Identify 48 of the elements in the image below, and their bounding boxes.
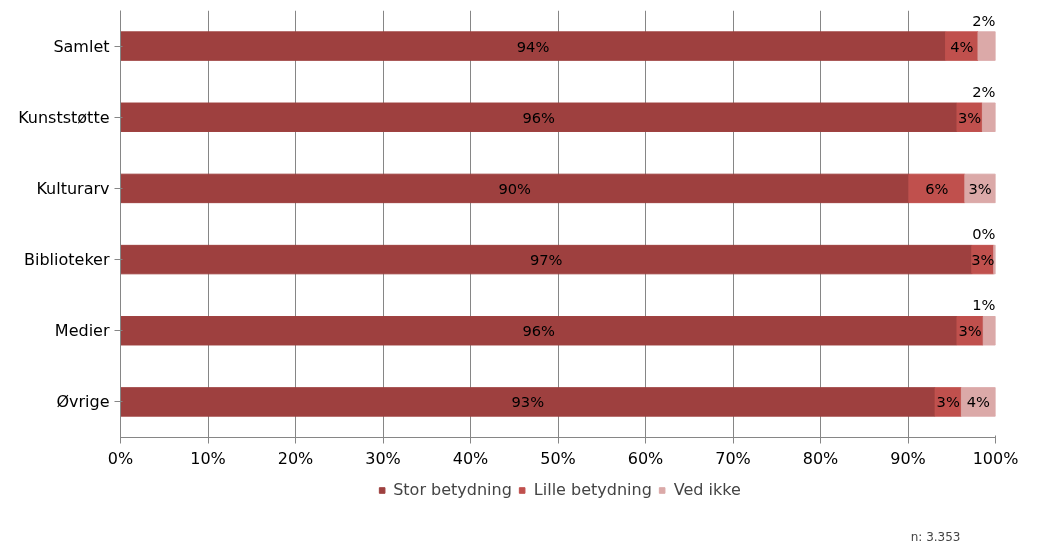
- x-tick-label: 100%: [972, 448, 1019, 468]
- data-label: 3%: [936, 393, 960, 411]
- y-tick-label: Biblioteker: [24, 250, 110, 270]
- x-tick-label: 20%: [277, 448, 314, 468]
- data-label: 97%: [529, 251, 563, 269]
- y-tick-label: Medier: [54, 321, 110, 341]
- data-label: 96%: [522, 108, 556, 126]
- legend-label: Lille betydning: [533, 480, 652, 499]
- text: n: 3.353: [910, 530, 961, 544]
- data-label: 2%: [972, 82, 996, 100]
- bar: [982, 316, 996, 346]
- x-tick-label: 30%: [365, 448, 401, 468]
- legend-label: Stor betydning: [393, 480, 512, 499]
- data-label: 3%: [958, 322, 982, 340]
- y-tick-label: Samlet: [53, 36, 110, 56]
- y-tick-label: Kulturarv: [36, 178, 110, 198]
- bar: [120, 244, 973, 275]
- data-label: 93%: [511, 393, 545, 411]
- bar: [120, 316, 958, 346]
- data-label: 6%: [925, 179, 949, 197]
- data-label: 3%: [971, 251, 995, 269]
- data-label: 4%: [966, 393, 991, 411]
- bar: [120, 387, 936, 417]
- data-label: 94%: [516, 37, 550, 55]
- x-tick-label: 80%: [802, 448, 839, 468]
- bar: [120, 102, 958, 132]
- legend-label: Ved ikke: [673, 480, 741, 499]
- y-tick-label: Øvrige: [56, 392, 110, 412]
- bar: [120, 173, 910, 204]
- data-label: 3%: [968, 179, 992, 197]
- y-tick-label: Kunststøtte: [18, 107, 110, 127]
- x-tick-label: 70%: [715, 448, 751, 468]
- data-label: 2%: [972, 11, 996, 29]
- bar: [120, 31, 947, 61]
- x-tick-label: 60%: [627, 448, 664, 468]
- x-tick-label: 0%: [107, 448, 134, 468]
- data-label: 90%: [498, 179, 532, 197]
- bar: [977, 31, 996, 61]
- x-tick-label: 40%: [452, 448, 489, 468]
- data-label: 1%: [972, 296, 996, 314]
- data-label: 96%: [522, 322, 556, 340]
- x-tick-label: 90%: [890, 448, 926, 468]
- data-label: 4%: [950, 37, 974, 55]
- bar: [981, 102, 996, 132]
- x-tick-label: 50%: [540, 448, 576, 468]
- data-label: 0%: [972, 225, 996, 243]
- x-tick-label: 10%: [190, 448, 226, 468]
- data-label: 3%: [958, 108, 982, 126]
